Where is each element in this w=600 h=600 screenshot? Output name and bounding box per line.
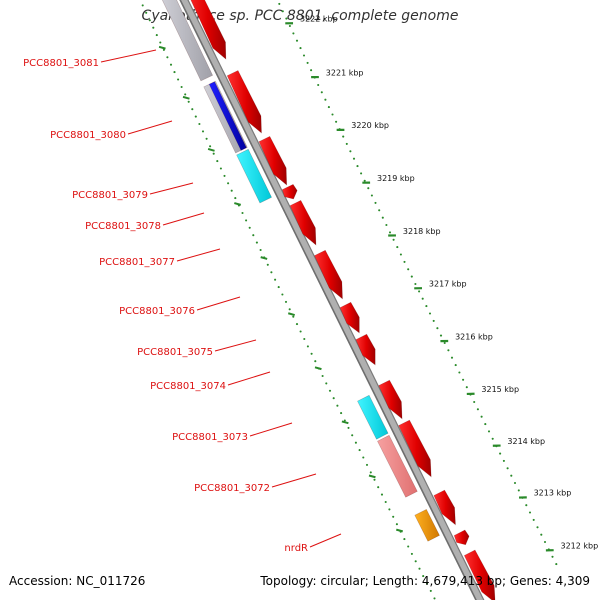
gene-label: PCC8801_3072 bbox=[194, 483, 270, 494]
inner-tick-mark bbox=[234, 202, 242, 206]
gene-label: PCC8801_3079 bbox=[72, 190, 148, 201]
kbp-tick-label: 3217 kbp bbox=[429, 280, 467, 289]
outer-dotted-ring bbox=[278, 2, 558, 566]
gene-label: PCC8801_3077 bbox=[99, 257, 175, 268]
gene-label-leader bbox=[176, 248, 221, 262]
gene-label-leader bbox=[249, 422, 293, 437]
gene-label-leader bbox=[227, 371, 271, 386]
cds-arrow bbox=[453, 529, 470, 546]
kbp-tick-label: 3213 kbp bbox=[534, 489, 572, 498]
inner-tick-mark bbox=[287, 312, 295, 316]
kbp-tick-label: 3222 kbp bbox=[300, 15, 338, 24]
gene-label: PCC8801_3081 bbox=[23, 58, 99, 69]
gene-label-leader bbox=[162, 212, 205, 226]
map-title: Cyanothece sp. PCC 8801, complete genome bbox=[141, 8, 459, 24]
cds-arrow bbox=[339, 301, 360, 334]
kbp-tick-label: 3212 kbp bbox=[561, 542, 599, 551]
inner-tick-mark bbox=[207, 147, 215, 152]
cds-arrow bbox=[355, 333, 376, 366]
gene-label-leader bbox=[214, 339, 257, 352]
inner-tick-mark bbox=[314, 366, 322, 371]
inner-tick-mark bbox=[182, 95, 190, 100]
cds-arrow bbox=[463, 549, 496, 600]
inner-tick-mark bbox=[341, 420, 349, 425]
kbp-tick-label: 3215 kbp bbox=[481, 385, 519, 394]
genome-backbone bbox=[180, 0, 484, 600]
cyan-feature-box bbox=[357, 394, 389, 440]
cds-arrow bbox=[314, 249, 343, 300]
gene-label-leader bbox=[149, 182, 194, 195]
gene-label: PCC8801_3073 bbox=[172, 432, 248, 443]
orange-feature-box bbox=[414, 508, 440, 542]
cds-arrow bbox=[226, 70, 262, 134]
inner-tick-mark bbox=[396, 528, 404, 533]
gene-label-leader bbox=[309, 533, 342, 548]
cds-arrow bbox=[378, 379, 403, 420]
cyan-feature-box bbox=[236, 148, 273, 204]
gene-label: PCC8801_3074 bbox=[150, 381, 226, 392]
inner-tick-mark bbox=[368, 474, 376, 479]
kbp-tick-label: 3216 kbp bbox=[455, 332, 493, 341]
kbp-tick-label: 3218 kbp bbox=[403, 227, 441, 236]
kbp-tick-label: 3220 kbp bbox=[351, 121, 389, 130]
gene-label-leader bbox=[100, 49, 157, 63]
gene-label: PCC8801_3075 bbox=[137, 347, 213, 358]
kbp-tick-label: 3219 kbp bbox=[377, 174, 415, 183]
inner-dotted-ring bbox=[141, 4, 436, 600]
gene-label-leader bbox=[271, 473, 317, 488]
gene-label: PCC8801_3078 bbox=[85, 221, 161, 232]
cds-arrow bbox=[398, 419, 432, 478]
cds-arrow bbox=[281, 184, 298, 200]
pale-feature-box bbox=[377, 434, 418, 498]
gene-label: PCC8801_3080 bbox=[50, 130, 126, 141]
gray-feature-box bbox=[161, 0, 213, 82]
gene-label: PCC8801_3076 bbox=[119, 306, 195, 317]
gene-label-leader bbox=[127, 120, 173, 135]
cds-arrow bbox=[190, 0, 227, 60]
cds-arrow bbox=[289, 200, 317, 246]
cds-arrow bbox=[433, 489, 456, 526]
kbp-tick-label: 3214 kbp bbox=[507, 437, 545, 446]
gene-label-leader bbox=[196, 296, 241, 311]
inner-tick-mark bbox=[260, 256, 268, 260]
cds-arrow bbox=[258, 136, 288, 186]
genome-summary-text: Topology: circular; Length: 4,679,413 bp… bbox=[260, 574, 590, 588]
inner-tick-mark bbox=[158, 45, 166, 50]
blue-feature-box bbox=[208, 81, 247, 151]
gene-label: nrdR bbox=[284, 543, 308, 554]
kbp-tick-label: 3221 kbp bbox=[326, 69, 364, 78]
accession-text: Accession: NC_011726 bbox=[9, 574, 146, 588]
